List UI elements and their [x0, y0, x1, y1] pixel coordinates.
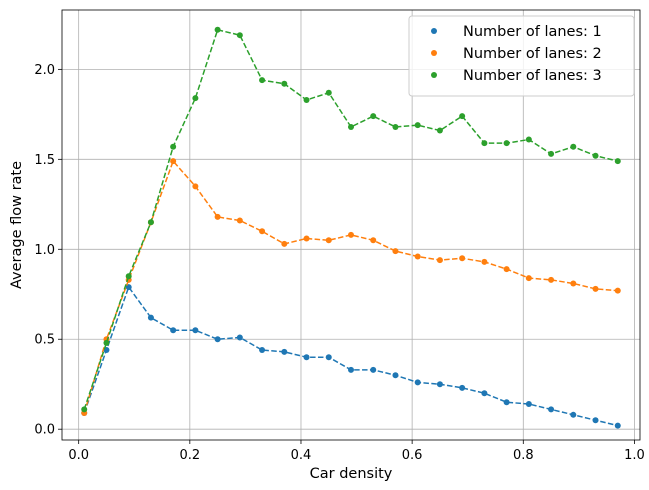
- data-point: [281, 80, 288, 87]
- data-point: [592, 285, 599, 292]
- data-point: [459, 255, 466, 262]
- data-point: [259, 77, 266, 84]
- data-point: [147, 219, 154, 226]
- data-point: [214, 213, 221, 220]
- data-point: [192, 183, 199, 190]
- data-point: [481, 140, 488, 147]
- data-point: [348, 366, 354, 373]
- x-tick-label: 0.8: [513, 448, 534, 463]
- legend-marker: [431, 50, 437, 56]
- series-2: [81, 158, 621, 417]
- data-point: [459, 113, 466, 120]
- data-point: [303, 354, 310, 361]
- y-tick-label: 0.0: [34, 423, 55, 438]
- data-point: [170, 327, 177, 334]
- data-point: [614, 287, 621, 294]
- legend-label: Number of lanes: 2: [463, 46, 602, 62]
- data-point: [236, 217, 243, 224]
- data-point: [548, 406, 555, 413]
- data-point: [81, 406, 88, 413]
- data-point: [614, 158, 621, 165]
- data-point: [236, 334, 243, 341]
- data-point: [348, 231, 354, 238]
- data-point: [414, 379, 421, 386]
- data-point: [525, 136, 532, 143]
- data-point: [570, 143, 577, 150]
- data-point: [259, 228, 266, 235]
- data-point: [192, 95, 199, 102]
- data-point: [281, 348, 288, 355]
- data-point: [392, 123, 399, 130]
- data-point: [370, 237, 377, 244]
- data-point: [570, 280, 577, 287]
- data-point: [325, 237, 332, 244]
- x-axis-label: Car density: [310, 466, 393, 482]
- data-point: [214, 26, 221, 33]
- data-point: [414, 122, 421, 129]
- data-point: [303, 235, 310, 242]
- data-point: [481, 258, 488, 265]
- data-point: [570, 411, 577, 418]
- series-1: [81, 284, 621, 429]
- legend: Number of lanes: 1 Number of lanes: 2 Numb…: [408, 15, 635, 97]
- x-axis: 0.0 0.2 0.4 0.6 0.8 1.0: [68, 440, 645, 463]
- data-point: [614, 422, 621, 429]
- series-layer: [81, 26, 621, 429]
- legend-box: [408, 15, 635, 97]
- data-point: [436, 127, 443, 134]
- data-point: [503, 399, 510, 406]
- y-tick-label: 1.0: [34, 243, 55, 258]
- data-point: [103, 339, 110, 346]
- data-point: [436, 381, 443, 388]
- legend-marker: [431, 72, 437, 78]
- legend-label: Number of lanes: 1: [463, 24, 602, 40]
- y-tick-label: 0.5: [34, 333, 55, 348]
- plot-frame: [61, 9, 641, 441]
- data-point: [503, 266, 510, 273]
- x-tick-label: 0.0: [68, 448, 89, 463]
- data-point: [392, 372, 399, 379]
- x-tick-label: 0.2: [179, 448, 200, 463]
- data-point: [525, 401, 532, 408]
- data-point: [348, 123, 354, 130]
- data-point: [459, 384, 466, 391]
- data-point: [436, 257, 443, 264]
- data-point: [259, 347, 266, 354]
- data-point: [414, 253, 421, 260]
- data-point: [392, 248, 399, 255]
- data-point: [525, 275, 532, 282]
- x-tick-label: 0.4: [291, 448, 312, 463]
- data-point: [147, 314, 154, 321]
- y-axis-label: Average flow rate: [9, 161, 25, 289]
- data-point: [592, 152, 599, 159]
- x-tick-label: 1.0: [624, 448, 645, 463]
- y-tick-label: 2.0: [34, 63, 55, 78]
- data-point: [370, 113, 377, 120]
- legend-marker: [431, 28, 437, 34]
- data-point: [370, 366, 377, 373]
- data-point: [548, 276, 555, 283]
- data-point: [325, 354, 332, 361]
- data-point: [548, 150, 555, 157]
- legend-label: Number of lanes: 3: [463, 68, 602, 84]
- data-point: [503, 140, 510, 147]
- data-point: [170, 143, 177, 150]
- data-point: [325, 89, 332, 96]
- y-axis: 0.0 0.5 1.0 1.5 2.0: [34, 63, 62, 438]
- data-point: [214, 336, 221, 343]
- data-point: [303, 96, 310, 103]
- y-tick-label: 1.5: [34, 153, 55, 168]
- data-point: [125, 273, 132, 280]
- data-point: [481, 390, 488, 397]
- series-3: [81, 26, 621, 413]
- data-point: [592, 417, 599, 424]
- data-point: [281, 240, 288, 247]
- x-tick-label: 0.6: [402, 448, 423, 463]
- data-point: [236, 32, 243, 39]
- data-point: [192, 327, 199, 334]
- data-point: [170, 158, 177, 165]
